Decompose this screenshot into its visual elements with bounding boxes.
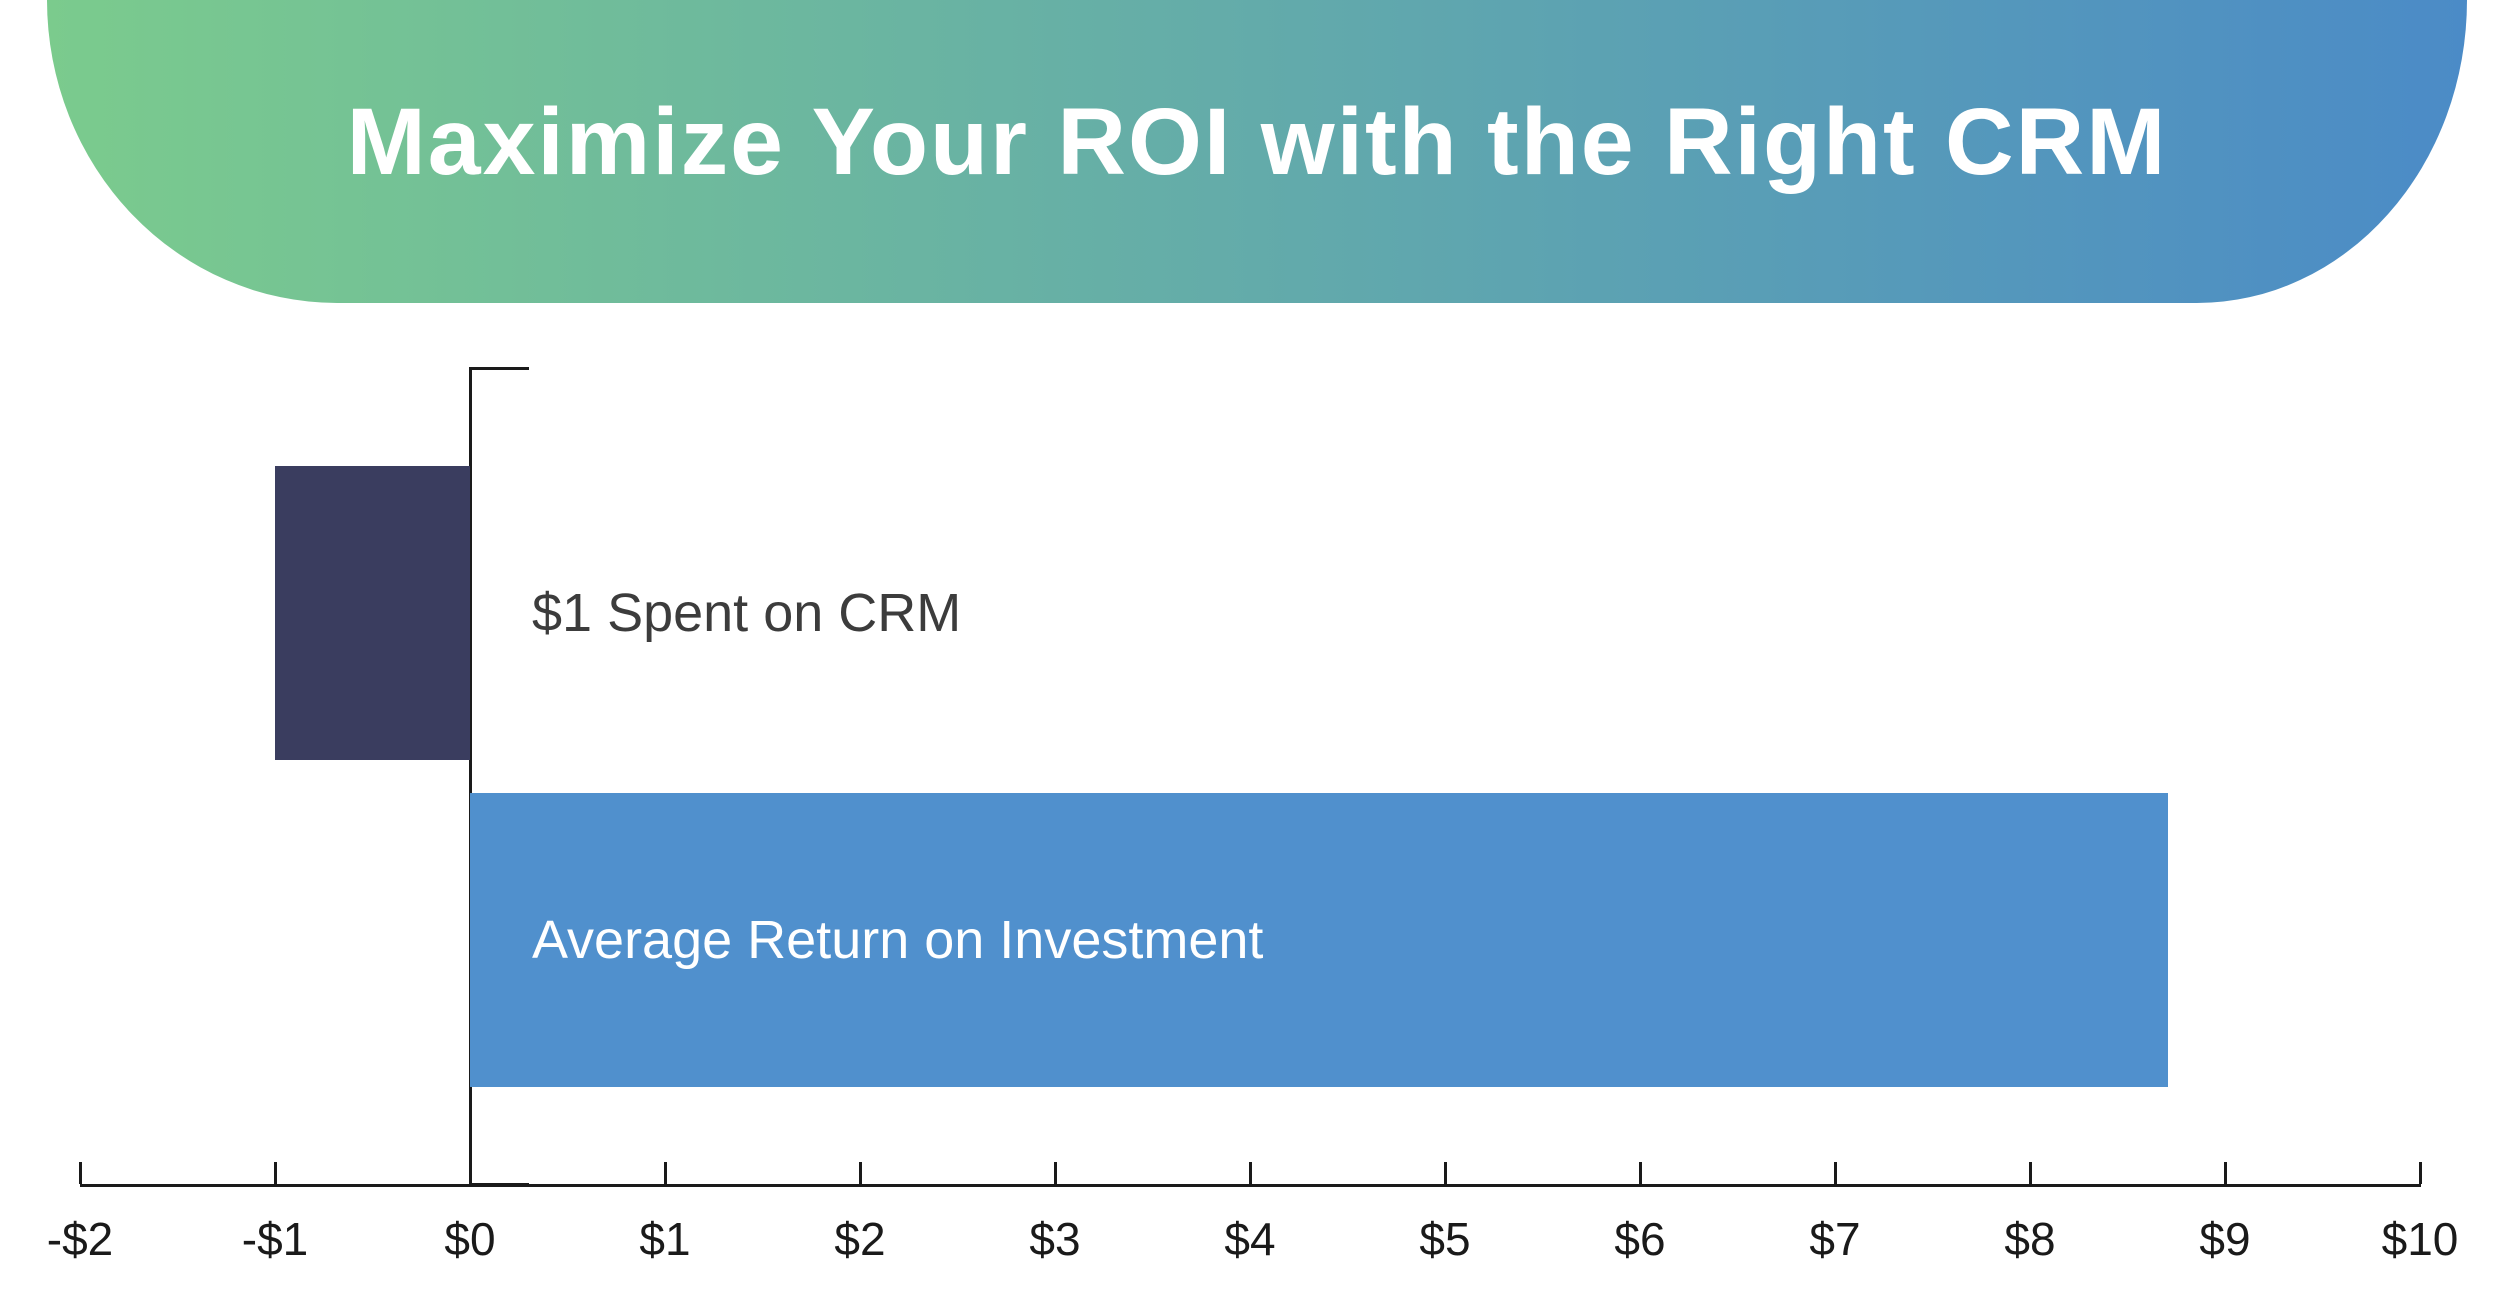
x-axis-tick [858,1162,862,1184]
x-axis-tick-label: $3 [1029,1213,1081,1265]
bar-label-spent: $1 Spent on CRM [532,583,962,643]
x-axis-tick-label: -$2 [46,1213,114,1265]
bar-spent [275,466,470,760]
x-axis-tick [2028,1162,2032,1184]
x-axis-tick-label: $8 [2004,1213,2056,1265]
x-axis-tick [1053,1162,1057,1184]
x-axis-tick [1443,1162,1447,1184]
page-title: Maximize Your ROI with the Right CRM [346,89,2168,195]
y-axis-line [469,367,472,1187]
x-axis-tick-label: $7 [1809,1213,1861,1265]
bar-return [470,793,2169,1087]
x-axis-tick [2223,1162,2227,1184]
x-axis-tick-label: $9 [2199,1213,2251,1265]
x-axis-tick-label: $4 [1224,1213,1276,1265]
x-axis-tick-label: $10 [2381,1213,2459,1265]
x-axis-line [80,1184,2421,1187]
x-axis-tick [2418,1162,2422,1184]
x-axis-tick [1638,1162,1642,1184]
header-banner: Maximize Your ROI with the Right CRM [47,0,2467,303]
x-axis-tick-label: -$1 [241,1213,309,1265]
x-axis-tick [273,1162,277,1184]
x-axis-tick-label: $5 [1419,1213,1471,1265]
x-axis-tick [78,1162,82,1184]
x-axis-tick [663,1162,667,1184]
x-axis-tick [1833,1162,1837,1184]
x-axis-tick-label: $1 [639,1213,691,1265]
bar-label-return: Average Return on Investment [532,910,1264,970]
x-axis-tick-label: $0 [444,1213,496,1265]
x-axis-tick [1248,1162,1252,1184]
x-axis-tick-label: $2 [834,1213,886,1265]
x-axis-tick [468,1162,472,1184]
y-axis-top-cap [469,367,529,370]
x-axis-tick-label: $6 [1614,1213,1666,1265]
